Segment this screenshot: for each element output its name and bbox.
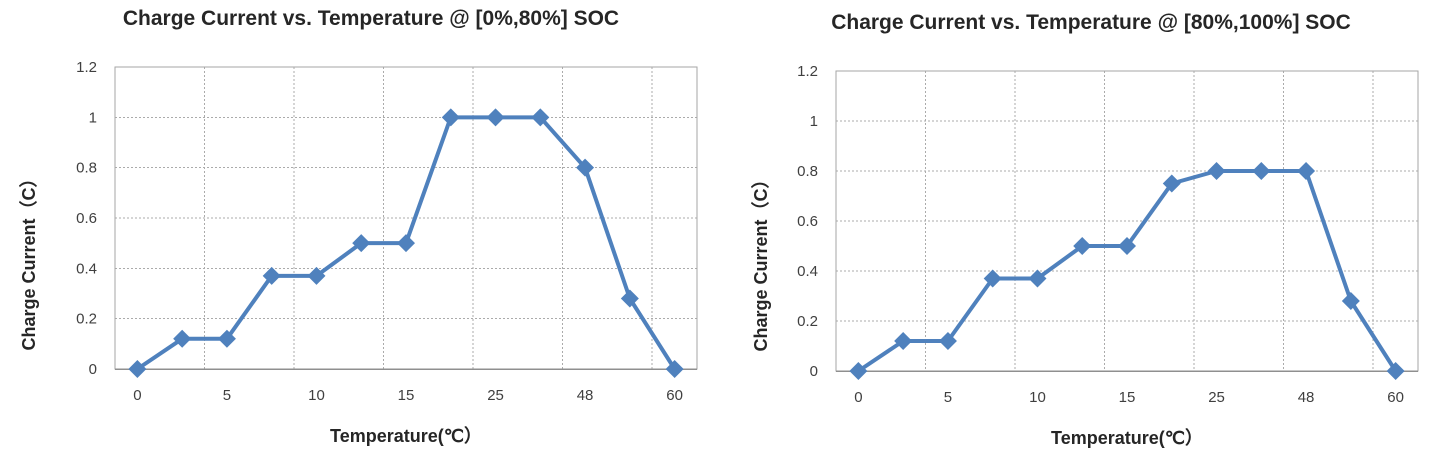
marker-diamond xyxy=(1341,292,1360,310)
chart-title: Charge Current vs. Temperature @ [0%,80%… xyxy=(122,7,620,30)
chart-soc-0-80: Charge Current vs. Temperature @ [0%,80%… xyxy=(19,7,698,446)
y-tick-label: 0.2 xyxy=(76,311,97,328)
y-tick-label: 0.6 xyxy=(797,213,818,230)
marker-diamond xyxy=(576,158,595,177)
marker-diamond xyxy=(1386,362,1405,380)
x-tick-label: 60 xyxy=(666,387,683,404)
marker-diamond xyxy=(352,234,371,253)
gridlines xyxy=(836,71,1418,371)
marker-diamond xyxy=(1028,269,1047,288)
plot-area: 0 0.2 0.4 0.6 0.8 1 1.2 0 5 10 15 25 48 60 xyxy=(76,59,698,404)
y-tick-label: 1.2 xyxy=(797,63,818,80)
y-tick-label: 0.4 xyxy=(76,260,97,277)
marker-diamond xyxy=(486,108,505,127)
marker-diamond xyxy=(1162,174,1181,193)
marker-diamond xyxy=(983,269,1002,288)
x-tick-label: 15 xyxy=(1119,389,1136,406)
series-markers xyxy=(128,108,684,378)
x-axis-title: Temperature(℃） xyxy=(330,426,482,446)
plot-border xyxy=(114,66,698,370)
y-tick-label: 1 xyxy=(810,113,818,130)
x-tick-label: 48 xyxy=(1298,389,1315,406)
x-tick-label: 25 xyxy=(487,387,504,404)
x-tick-label: 5 xyxy=(944,389,952,406)
plot-border xyxy=(835,70,1419,372)
plot-area: 0 0.2 0.4 0.6 0.8 1 1.2 0 5 10 15 25 48 60 xyxy=(797,63,1419,406)
y-tick-label: 1.2 xyxy=(76,59,97,76)
marker-diamond xyxy=(620,289,639,308)
x-tick-label: 0 xyxy=(854,389,862,406)
marker-diamond xyxy=(938,332,957,350)
chart-soc-80-100: Charge Current vs. Temperature @ [80%,10… xyxy=(717,0,1435,456)
x-tick-labels: 0 5 10 15 25 48 60 xyxy=(854,389,1404,406)
marker-diamond xyxy=(1297,162,1316,180)
y-tick-label: 0.8 xyxy=(76,160,97,177)
x-tick-label: 60 xyxy=(1387,389,1404,406)
y-tick-label: 0 xyxy=(810,363,818,380)
y-tick-label: 1 xyxy=(89,109,97,126)
gridlines xyxy=(115,67,697,369)
x-tick-labels: 0 5 10 15 25 48 60 xyxy=(133,387,683,404)
marker-diamond xyxy=(894,332,913,350)
y-tick-label: 0.2 xyxy=(797,313,818,330)
x-tick-label: 10 xyxy=(308,387,325,404)
y-tick-label: 0.6 xyxy=(76,210,97,227)
x-tick-label: 5 xyxy=(223,387,231,404)
x-axis-title: Temperature(℃） xyxy=(1051,428,1203,448)
marker-diamond xyxy=(531,108,550,127)
marker-diamond xyxy=(217,329,236,348)
marker-diamond xyxy=(128,360,147,378)
marker-diamond xyxy=(1118,237,1136,255)
y-tick-labels: 0 0.2 0.4 0.6 0.8 1 1.2 xyxy=(76,59,97,378)
marker-diamond xyxy=(1252,162,1271,180)
marker-diamond xyxy=(441,108,460,127)
chart-title: Charge Current vs. Temperature @ [80%,10… xyxy=(831,11,1351,34)
marker-diamond xyxy=(665,360,684,378)
y-tick-labels: 0 0.2 0.4 0.6 0.8 1 1.2 xyxy=(797,63,818,380)
y-tick-label: 0 xyxy=(89,361,97,378)
marker-diamond xyxy=(397,234,415,253)
y-tick-label: 0.4 xyxy=(797,263,818,280)
marker-diamond xyxy=(173,329,192,348)
marker-diamond xyxy=(1073,237,1092,255)
series-markers xyxy=(849,162,1405,380)
marker-diamond xyxy=(307,266,326,285)
x-tick-label: 25 xyxy=(1208,389,1225,406)
y-tick-label: 0.8 xyxy=(797,163,818,180)
x-tick-label: 10 xyxy=(1029,389,1046,406)
marker-diamond xyxy=(1207,162,1226,180)
marker-diamond xyxy=(849,362,868,380)
x-tick-label: 48 xyxy=(577,387,594,404)
marker-diamond xyxy=(262,266,281,285)
x-tick-label: 15 xyxy=(398,387,415,404)
x-tick-label: 0 xyxy=(133,387,141,404)
